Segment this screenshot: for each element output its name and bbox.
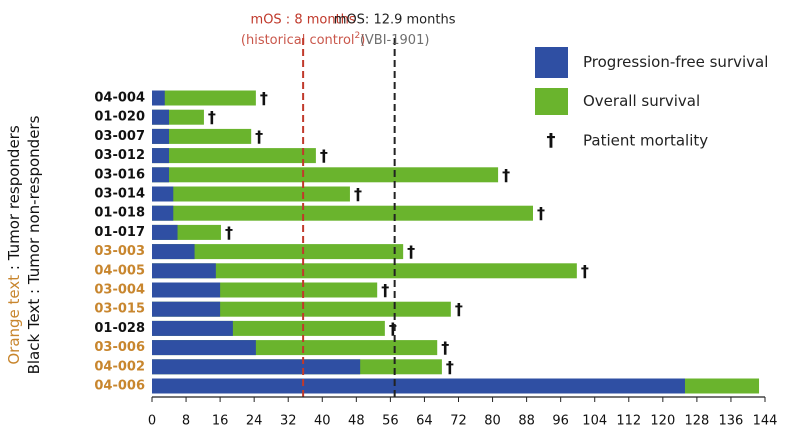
category-label: 03-012 — [94, 148, 145, 163]
category-label: 03-016 — [94, 167, 145, 182]
category-label: 03-006 — [94, 340, 145, 355]
category-label: 03-014 — [94, 187, 145, 202]
pfs-bar — [152, 224, 178, 240]
reference-subtitle: (historical control2) — [241, 31, 365, 48]
pfs-bar — [152, 148, 170, 164]
subtitle-text: (historical control — [241, 33, 355, 48]
pfs-bar — [152, 90, 165, 106]
os-bar — [152, 167, 499, 183]
pfs-bar — [152, 320, 233, 336]
x-tick-label: 64 — [416, 414, 433, 429]
mortality-marker: † — [354, 185, 362, 204]
os-bar — [152, 148, 316, 164]
os-bar — [152, 186, 350, 202]
category-label: 01-020 — [94, 110, 145, 125]
x-tick-label: 136 — [719, 414, 744, 429]
x-tick-label: 40 — [314, 414, 331, 429]
os-bar — [152, 244, 404, 260]
legend-label: Progression-free survival — [583, 53, 768, 71]
side-text: : Tumor non-responders — [25, 115, 43, 298]
pfs-bar — [152, 205, 174, 221]
pfs-bar — [152, 263, 216, 279]
x-tick-label: 128 — [684, 414, 709, 429]
pfs-bar — [152, 340, 256, 356]
mortality-marker: † — [320, 146, 328, 165]
side-label: Orange text : Tumor responders — [5, 125, 23, 365]
x-tick-label: 120 — [650, 414, 675, 429]
x-tick-label: 24 — [246, 414, 263, 429]
reference-subtitle: (VBI-1901) — [360, 33, 430, 48]
category-label: 04-006 — [94, 379, 145, 394]
category-label: 01-028 — [94, 321, 145, 336]
mortality-marker: † — [537, 204, 545, 223]
category-label: 03-003 — [94, 244, 145, 259]
category-label: 01-018 — [94, 206, 145, 221]
legend-label: Overall survival — [583, 92, 700, 110]
legend-swatch — [535, 88, 568, 115]
legend-label: Patient mortality — [583, 132, 708, 150]
mortality-marker: † — [581, 261, 589, 280]
reference-title: mOS: 12.9 months — [334, 13, 456, 28]
mortality-marker: † — [381, 281, 389, 300]
x-tick-label: 72 — [450, 414, 467, 429]
pfs-bar — [152, 359, 361, 375]
pfs-bar — [152, 109, 170, 125]
pfs-bar — [152, 128, 170, 144]
x-tick-label: 16 — [212, 414, 229, 429]
category-label: 04-004 — [94, 91, 145, 106]
x-tick-label: 56 — [382, 414, 399, 429]
x-tick-label: 80 — [484, 414, 501, 429]
reference-title: mOS : 8 months — [251, 13, 356, 28]
os-bar — [152, 301, 451, 317]
subtitle-text: ) — [360, 33, 365, 48]
x-tick-label: 32 — [280, 414, 297, 429]
category-label: 03-007 — [94, 129, 145, 144]
mortality-marker: † — [389, 319, 397, 338]
category-label: 01-017 — [94, 225, 145, 240]
mortality-marker: † — [455, 300, 463, 319]
side-text: : Tumor responders — [5, 125, 23, 275]
pfs-bar — [152, 167, 170, 183]
os-bar — [152, 263, 577, 279]
subtitle-text: (VBI-1901) — [360, 33, 430, 48]
side-label: Black Text : Tumor non-responders — [25, 115, 43, 374]
x-tick-label: 0 — [148, 414, 156, 429]
x-tick-label: 112 — [616, 414, 641, 429]
mortality-marker: † — [255, 127, 263, 146]
mortality-marker: † — [407, 242, 415, 261]
x-tick-label: 96 — [552, 414, 569, 429]
subtitle-sup: 2 — [355, 31, 361, 41]
mortality-marker: † — [260, 89, 268, 108]
os-bar — [152, 90, 256, 106]
x-tick-label: 104 — [582, 414, 607, 429]
mortality-marker: † — [446, 357, 454, 376]
category-label: 04-002 — [94, 359, 145, 374]
side-key: Black Text — [25, 299, 43, 375]
os-bar — [152, 205, 533, 221]
os-bar — [152, 128, 252, 144]
x-tick-label: 144 — [753, 414, 778, 429]
legend-swatch — [535, 47, 568, 78]
x-tick-label: 48 — [348, 414, 365, 429]
pfs-bar — [152, 244, 195, 260]
side-key: Orange text — [5, 275, 23, 365]
pfs-bar — [152, 282, 221, 298]
x-tick-label: 88 — [518, 414, 535, 429]
pfs-bar — [152, 186, 174, 202]
x-tick-label: 8 — [182, 414, 190, 429]
mortality-marker: † — [225, 223, 233, 242]
mortality-marker: † — [502, 165, 510, 184]
pfs-bar — [152, 378, 685, 394]
legend-symbol: † — [547, 130, 556, 151]
mortality-marker: † — [208, 108, 216, 127]
category-label: 03-004 — [94, 283, 145, 298]
category-label: 03-015 — [94, 302, 145, 317]
category-label: 04-005 — [94, 263, 145, 278]
pfs-bar — [152, 301, 221, 317]
mortality-marker: † — [441, 338, 449, 357]
